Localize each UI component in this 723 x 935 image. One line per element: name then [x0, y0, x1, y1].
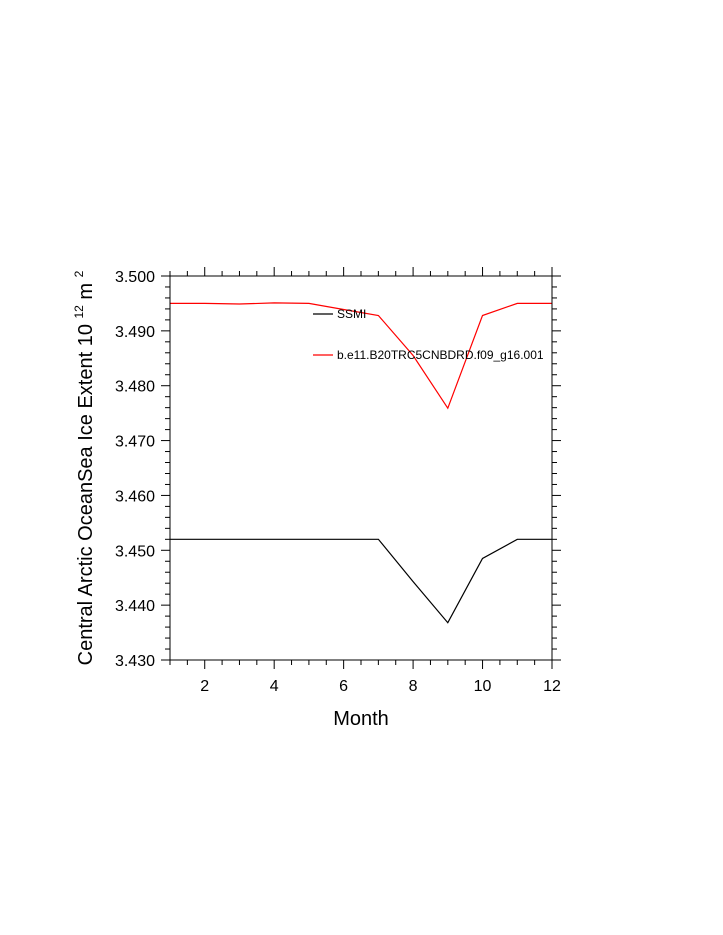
- legend-label: b.e11.B20TRC5CNBDRD.f09_g16.001: [337, 348, 544, 362]
- plot-frame: [169, 275, 553, 661]
- y-tick-label: 3.450: [115, 543, 155, 560]
- y-tick-label: 3.490: [115, 324, 155, 341]
- y-axis-label-exponent: 12: [72, 305, 86, 319]
- y-tick-label: 3.480: [115, 379, 155, 396]
- x-tick-label: 12: [543, 678, 561, 695]
- legend-label: SSMI: [337, 307, 366, 321]
- x-tick-label: 6: [339, 678, 348, 695]
- y-tick-label: 3.470: [115, 434, 155, 451]
- series-line-2: [170, 302, 552, 410]
- x-axis-label: Month: [333, 708, 389, 730]
- y-tick-label: 3.460: [115, 488, 155, 505]
- y-axis-label-unit-exponent: 2: [72, 270, 86, 277]
- x-tick-label: 10: [474, 678, 492, 695]
- y-axis-label-unit: m: [75, 283, 97, 300]
- y-axis-label-text: Central Arctic OceanSea Ice Extent 10: [75, 324, 97, 665]
- y-tick-label: 3.440: [115, 598, 155, 615]
- y-tick-label: 3.500: [115, 269, 155, 286]
- x-tick-label: 2: [200, 678, 209, 695]
- legend: SSMI b.e11.B20TRC5CNBDRD.f09_g16.001: [313, 307, 544, 362]
- series-layer: [170, 302, 552, 624]
- ticks-layer: 2 4 6 8 10 12 3.430 3.440 3.450 3.460 3.470 3.480 3.…: [115, 267, 561, 695]
- y-axis-label: Central Arctic OceanSea Ice Extent 10 12…: [66, 270, 97, 665]
- series-line-1: [170, 538, 552, 624]
- x-tick-label: 4: [270, 678, 279, 695]
- y-tick-label: 3.430: [115, 653, 155, 670]
- x-tick-label: 8: [409, 678, 418, 695]
